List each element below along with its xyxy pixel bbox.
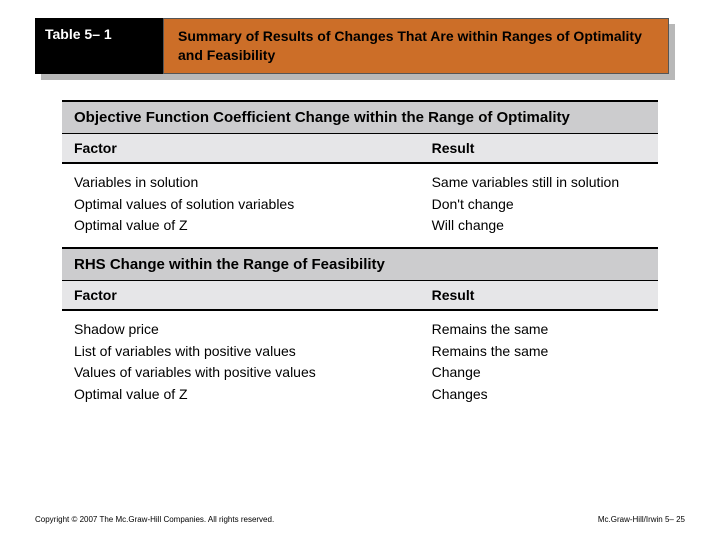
table-row: Don't change: [432, 194, 646, 216]
summary-table: Objective Function Coefficient Change wi…: [62, 100, 658, 416]
section1-col-left: Factor: [62, 134, 420, 164]
section2-col-right: Result: [420, 281, 658, 311]
table-row: Values of variables with positive values: [74, 362, 408, 384]
table-row: Variables in solution: [74, 172, 408, 194]
table-row: Optimal values of solution variables: [74, 194, 408, 216]
page-number: Mc.Graw-Hill/Irwin 5– 25: [598, 515, 685, 524]
section2-results: Remains the same Remains the same Change…: [420, 311, 658, 416]
table-number-label: Table 5– 1: [35, 18, 163, 74]
section1-results: Same variables still in solution Don't c…: [420, 164, 658, 247]
table-row: Same variables still in solution: [432, 172, 646, 194]
table-row: Change: [432, 362, 646, 384]
footer: Copyright © 2007 The Mc.Graw-Hill Compan…: [35, 515, 685, 524]
table-row: List of variables with positive values: [74, 341, 408, 363]
table-row: Optimal value of Z: [74, 384, 408, 406]
section1-factors: Variables in solution Optimal values of …: [62, 164, 420, 247]
table-row: Will change: [432, 215, 646, 237]
section2-col-left: Factor: [62, 281, 420, 311]
section1-col-right: Result: [420, 134, 658, 164]
section2-title: RHS Change within the Range of Feasibili…: [62, 247, 658, 281]
table-row: Shadow price: [74, 319, 408, 341]
section2-factors: Shadow price List of variables with posi…: [62, 311, 420, 416]
table-row: Remains the same: [432, 341, 646, 363]
copyright-text: Copyright © 2007 The Mc.Graw-Hill Compan…: [35, 515, 274, 524]
title-bar: Table 5– 1 Summary of Results of Changes…: [35, 18, 669, 74]
section1-title: Objective Function Coefficient Change wi…: [62, 100, 658, 134]
table-row: Changes: [432, 384, 646, 406]
table-row: Optimal value of Z: [74, 215, 408, 237]
table-row: Remains the same: [432, 319, 646, 341]
table-title: Summary of Results of Changes That Are w…: [163, 18, 669, 74]
